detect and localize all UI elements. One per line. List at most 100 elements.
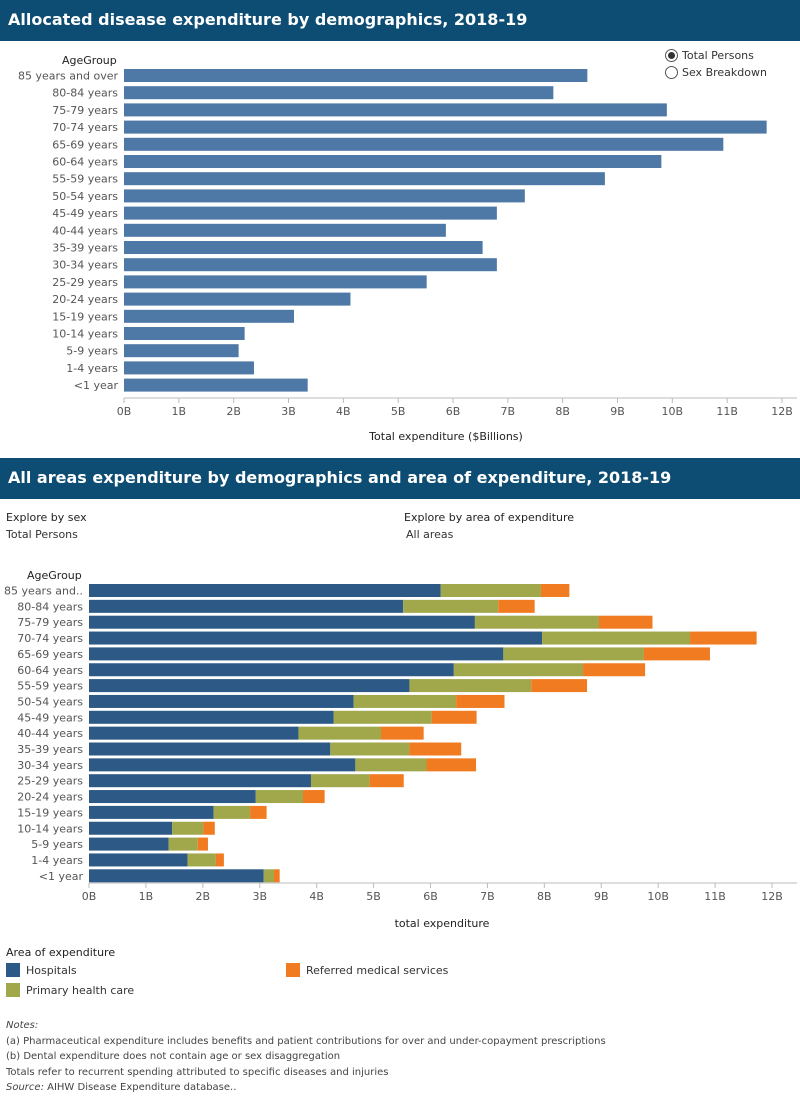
chart2-bar-hospitals[interactable] xyxy=(89,758,356,772)
chart1-bar[interactable] xyxy=(124,309,294,323)
chart2-bar-primary-health-care[interactable] xyxy=(263,869,274,883)
chart2-bar-hospitals[interactable] xyxy=(89,647,504,661)
chart1-y-label: 50-54 years xyxy=(52,190,118,203)
chart2-bar-hospitals[interactable] xyxy=(89,694,354,708)
chart2-bar-primary-health-care[interactable] xyxy=(333,710,432,724)
chart2-bar-hospitals[interactable] xyxy=(89,631,543,645)
chart2-bar-referred-medical-services[interactable] xyxy=(540,584,570,597)
chart2-y-label: 30-34 years xyxy=(17,759,83,772)
radio-total-persons[interactable]: Total Persons xyxy=(665,47,767,64)
chart2-bar-referred-medical-services[interactable] xyxy=(431,710,477,724)
legend-title: Area of expenditure xyxy=(6,946,116,959)
chart2-bar-hospitals[interactable] xyxy=(89,853,188,867)
chart2-bar-primary-health-care[interactable] xyxy=(453,663,584,677)
chart1-bar[interactable] xyxy=(124,378,308,392)
chart1-bar[interactable] xyxy=(124,69,588,82)
chart2-bar-hospitals[interactable] xyxy=(89,821,173,835)
chart2-bar-referred-medical-services[interactable] xyxy=(203,821,215,835)
chart2-bar-primary-health-care[interactable] xyxy=(168,837,198,851)
chart2-bar-referred-medical-services[interactable] xyxy=(643,647,710,661)
chart2-bar-referred-medical-services[interactable] xyxy=(369,774,404,788)
sex-filter-value[interactable]: Total Persons xyxy=(6,528,78,541)
chart2-bar-primary-health-care[interactable] xyxy=(255,790,304,804)
chart2-bar-referred-medical-services[interactable] xyxy=(498,599,535,613)
chart1-bar[interactable] xyxy=(124,361,254,375)
chart2-x-tick-label: 10B xyxy=(647,890,669,903)
chart2-bar-referred-medical-services[interactable] xyxy=(303,790,325,804)
chart2-bar-primary-health-care[interactable] xyxy=(353,694,457,708)
chart2-bar-hospitals[interactable] xyxy=(89,599,404,613)
chart1-bar[interactable] xyxy=(124,137,724,151)
chart2-x-tick-label: 12B xyxy=(761,890,783,903)
radio-sex-breakdown[interactable]: Sex Breakdown xyxy=(665,64,767,81)
radio-checked-icon[interactable] xyxy=(665,49,678,62)
chart2-bar-hospitals[interactable] xyxy=(89,615,475,629)
chart2-bar-primary-health-care[interactable] xyxy=(330,742,410,756)
chart1-bar[interactable] xyxy=(124,275,427,289)
chart2-bar-primary-health-care[interactable] xyxy=(298,726,381,740)
chart1-bar[interactable] xyxy=(124,344,239,358)
chart2-bar-referred-medical-services[interactable] xyxy=(273,869,280,883)
chart2-y-header: AgeGroup xyxy=(27,569,82,582)
area-filter-value[interactable]: All areas xyxy=(406,528,454,541)
chart2-bar-primary-health-care[interactable] xyxy=(213,805,251,819)
chart2-bar-hospitals[interactable] xyxy=(89,805,214,819)
chart2-bar-hospitals[interactable] xyxy=(89,742,331,756)
chart2-bar-referred-medical-services[interactable] xyxy=(250,805,267,819)
chart2-bar-referred-medical-services[interactable] xyxy=(426,758,477,772)
chart2-bar-hospitals[interactable] xyxy=(89,584,441,597)
chart2-bar-primary-health-care[interactable] xyxy=(310,774,370,788)
chart1-bar[interactable] xyxy=(124,327,245,340)
chart2-bar-referred-medical-services[interactable] xyxy=(583,663,646,677)
chart1-bar[interactable] xyxy=(124,86,554,100)
chart2-bar-referred-medical-services[interactable] xyxy=(409,742,462,756)
chart2-bar-referred-medical-services[interactable] xyxy=(598,615,653,629)
chart2-bar-referred-medical-services[interactable] xyxy=(531,679,588,693)
chart1-bar[interactable] xyxy=(124,120,767,134)
chart2-title-banner: All areas expenditure by demographics an… xyxy=(0,458,800,499)
chart2-bar-primary-health-care[interactable] xyxy=(474,615,599,629)
chart2-bar-hospitals[interactable] xyxy=(89,790,256,804)
chart2-y-label: 85 years and.. xyxy=(4,585,83,598)
chart1-bar[interactable] xyxy=(124,155,662,168)
chart2-bar-hospitals[interactable] xyxy=(89,726,299,740)
chart2-bar-primary-health-care[interactable] xyxy=(440,584,541,597)
chart2-bar-primary-health-care[interactable] xyxy=(355,758,427,772)
radio-unchecked-icon[interactable] xyxy=(665,66,678,79)
chart2-bar-primary-health-care[interactable] xyxy=(409,679,532,693)
view-mode-radio-group[interactable]: Total Persons Sex Breakdown xyxy=(665,47,767,81)
legend-item-hospitals[interactable]: Hospitals xyxy=(6,963,77,977)
chart1-bar[interactable] xyxy=(124,241,483,254)
legend-item-primary-health-care[interactable]: Primary health care xyxy=(6,983,134,997)
chart2-bar-hospitals[interactable] xyxy=(89,710,334,724)
chart2-bar-hospitals[interactable] xyxy=(89,837,169,851)
chart2-bar-hospitals[interactable] xyxy=(89,679,410,693)
chart2-bar-primary-health-care[interactable] xyxy=(542,631,691,645)
chart1-bar[interactable] xyxy=(124,292,351,306)
chart2-bar-primary-health-care[interactable] xyxy=(172,821,204,835)
chart2-bar-referred-medical-services[interactable] xyxy=(456,694,505,708)
chart2-y-label: 10-14 years xyxy=(17,822,83,835)
chart2-bar-primary-health-care[interactable] xyxy=(503,647,644,661)
chart2-bar-referred-medical-services[interactable] xyxy=(215,853,224,867)
chart2-bar-primary-health-care[interactable] xyxy=(403,599,499,613)
chart1-x-tick-label: 10B xyxy=(662,405,684,418)
chart1-bar[interactable] xyxy=(124,172,605,186)
chart2-bar-referred-medical-services[interactable] xyxy=(690,631,757,645)
chart2-bar-primary-health-care[interactable] xyxy=(187,853,216,867)
chart1-bar[interactable] xyxy=(124,258,497,272)
legend-item-referred-medical-services[interactable]: Referred medical services xyxy=(286,963,448,977)
chart1-bar[interactable] xyxy=(124,206,497,220)
chart1-bar[interactable] xyxy=(124,103,667,117)
chart2-bar-hospitals[interactable] xyxy=(89,774,311,788)
chart1-y-label: 30-34 years xyxy=(52,259,118,272)
chart1-y-label: 1-4 years xyxy=(66,362,118,375)
chart2-bar-referred-medical-services[interactable] xyxy=(197,837,208,851)
chart1-y-label: 25-29 years xyxy=(52,276,118,289)
chart1-x-tick-label: 6B xyxy=(446,405,461,418)
chart2-bar-hospitals[interactable] xyxy=(89,869,264,883)
chart1-bar[interactable] xyxy=(124,189,525,203)
chart2-bar-hospitals[interactable] xyxy=(89,663,454,677)
chart1-bar[interactable] xyxy=(124,223,446,237)
chart2-bar-referred-medical-services[interactable] xyxy=(380,726,424,740)
